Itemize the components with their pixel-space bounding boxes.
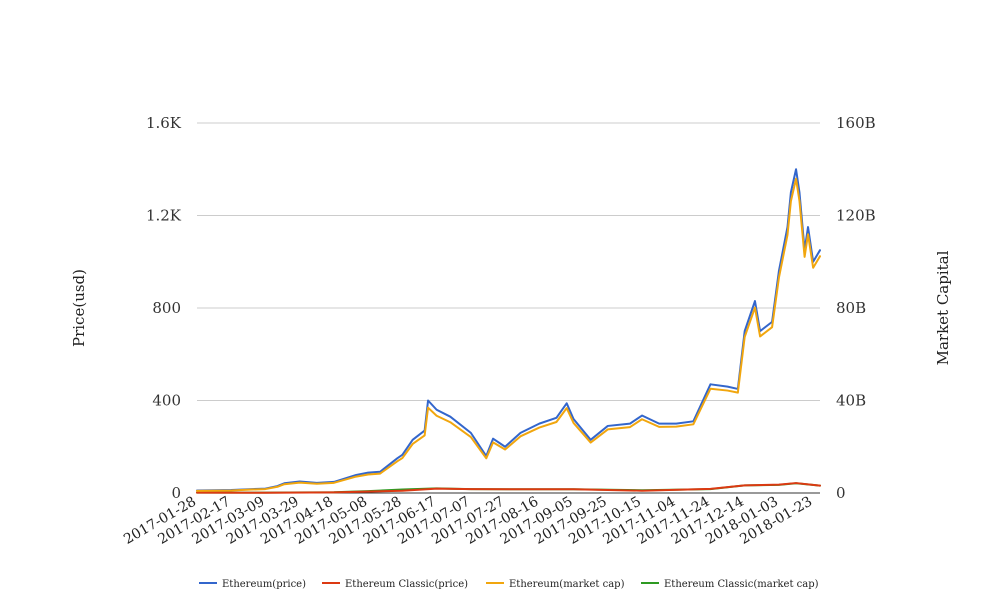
right-axis-ticks: 0 40B 80B 120B 160B: [836, 114, 876, 502]
gridlines: [197, 122, 820, 494]
legend: Ethereum(price) Ethereum Classic(price) Et…: [199, 579, 819, 590]
right-tick-label: 120B: [836, 207, 876, 225]
legend-label: Ethereum(price): [222, 579, 306, 590]
left-tick-label: 1.2K: [146, 207, 182, 225]
left-tick-label: 1.6K: [146, 114, 182, 132]
right-axis-title: Market Capital: [934, 250, 952, 365]
series-line-ethereum-price: [196, 168, 821, 492]
right-tick-label: 0: [836, 484, 846, 502]
series-lines: [196, 168, 821, 494]
left-axis-title: Price(usd): [70, 269, 88, 347]
left-tick-label: 800: [152, 299, 181, 317]
legend-label: Ethereum Classic(market cap): [664, 579, 819, 590]
series-line-ethereum-market-cap: [196, 177, 821, 492]
right-tick-label: 40B: [836, 392, 866, 410]
left-tick-label: 0: [171, 484, 181, 502]
x-axis-ticks: 2017-01-282017-02-172017-03-092017-03-29…: [121, 494, 815, 548]
legend-label: Ethereum Classic(price): [345, 579, 468, 590]
legend-label: Ethereum(market cap): [509, 579, 625, 590]
series-line-ethereum-classic-price: [196, 482, 821, 494]
right-tick-label: 80B: [836, 299, 866, 317]
left-axis-ticks: 0 400 800 1.2K 1.6K: [146, 114, 182, 502]
right-tick-label: 160B: [836, 114, 876, 132]
left-tick-label: 400: [152, 392, 181, 410]
